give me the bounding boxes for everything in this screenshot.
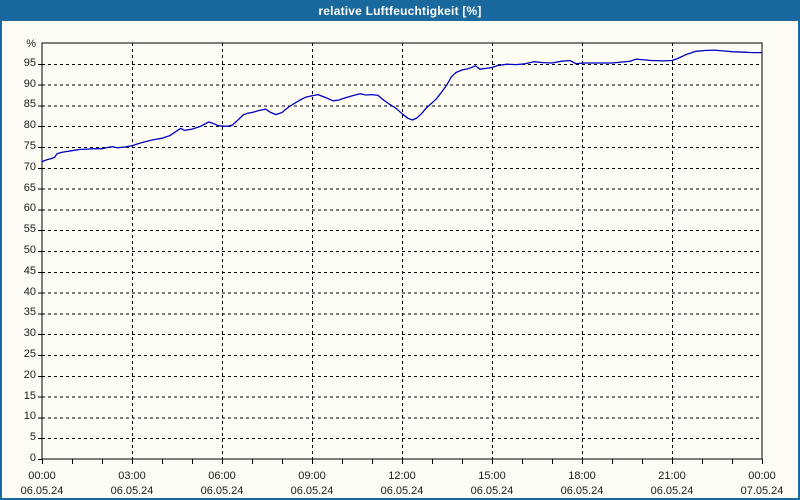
y-axis-unit-label: % <box>26 38 36 50</box>
x-axis-date-label: 06.05.24 <box>560 485 604 497</box>
y-axis-tick-label: 30 <box>23 327 36 340</box>
grid-lines <box>42 43 762 459</box>
x-axis-time-label: 03:00 <box>118 470 146 482</box>
x-axis-time-label: 15:00 <box>478 470 506 482</box>
plot-frame <box>41 42 763 460</box>
window-title: relative Luftfeuchtigkeit [%] <box>318 4 482 18</box>
x-axis-time-label: 21:00 <box>658 470 686 482</box>
y-axis-tick-label: 65 <box>23 181 36 194</box>
x-axis-date-label: 06.05.24 <box>200 485 244 497</box>
y-axis-tick-label: 25 <box>23 348 36 360</box>
y-axis-tick-label: 0 <box>29 452 36 464</box>
y-axis-tick-label: 55 <box>23 223 36 236</box>
x-axis-date-label: 06.05.24 <box>380 485 424 497</box>
y-axis-tick-label: 10 <box>23 410 36 423</box>
axis-ticks <box>38 63 763 464</box>
x-axis-time-label: 12:00 <box>388 470 416 482</box>
y-axis-tick-label: 95 <box>23 56 36 69</box>
humidity-series-line <box>41 49 762 163</box>
y-axis-tick-label: 35 <box>23 306 36 319</box>
data-series <box>41 49 762 163</box>
x-axis-date-label: 06.05.24 <box>20 485 64 497</box>
x-axis-time-label: 06:00 <box>208 470 236 482</box>
x-axis-time-label: 00:00 <box>748 470 776 482</box>
x-axis-date-label: 06.05.24 <box>110 485 154 497</box>
x-axis-date-label: 06.05.24 <box>470 485 514 497</box>
x-axis-time-label: 18:00 <box>568 470 596 482</box>
y-axis-tick-label: 50 <box>23 244 36 256</box>
x-axis-date-label: 06.05.24 <box>290 485 334 497</box>
y-axis-tick-label: 40 <box>23 285 36 298</box>
y-axis-tick-label: 15 <box>23 389 36 402</box>
x-axis-time-label: 00:00 <box>28 470 56 482</box>
y-axis-tick-label: 70 <box>23 160 36 173</box>
y-axis-tick-label: 75 <box>23 140 36 152</box>
window-titlebar: relative Luftfeuchtigkeit [%] <box>2 2 798 21</box>
x-axis-date-label: 07.05.24 <box>740 485 784 497</box>
y-axis-tick-label: 20 <box>23 368 36 381</box>
humidity-line-chart <box>38 42 763 464</box>
y-axis-tick-label: 60 <box>23 202 36 215</box>
y-axis-tick-label: 45 <box>23 264 36 277</box>
y-axis-tick-label: 90 <box>23 77 36 90</box>
x-axis-date-label: 06.05.24 <box>650 485 694 497</box>
y-axis-tick-label: 5 <box>29 431 36 444</box>
x-axis-time-label: 09:00 <box>298 470 326 482</box>
chart-area: 0 5 10 15 20 25 30 35 40 45 50 55 60 65 70 75 80 85 90 95% 0… <box>2 23 798 498</box>
y-axis-tick-label: 80 <box>23 119 36 132</box>
y-axis-tick-label: 85 <box>23 98 36 111</box>
